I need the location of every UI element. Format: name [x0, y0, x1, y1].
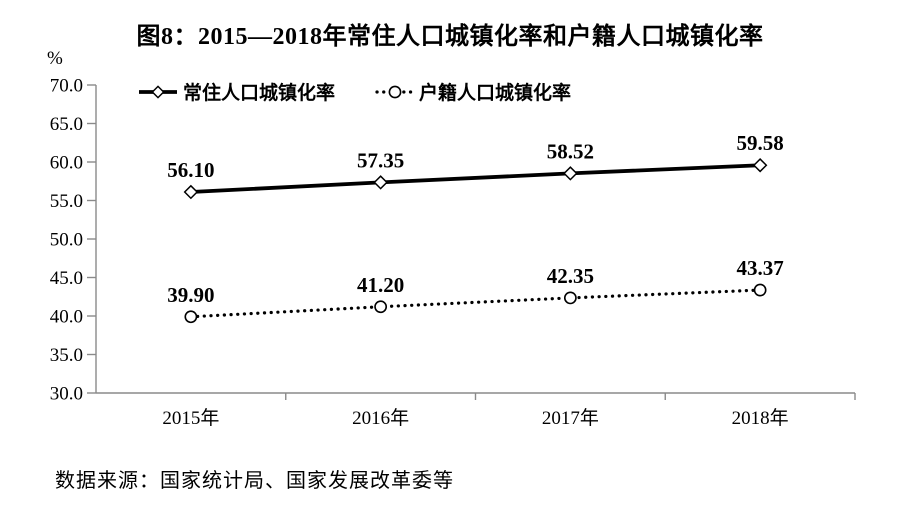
series-2-line	[189, 288, 762, 319]
y-tick-label: 45.0	[50, 268, 83, 289]
series-1-marker-diamond	[373, 175, 388, 190]
chart-title: 图8：2015—2018年常住人口城镇化率和户籍人口城镇化率	[136, 24, 764, 50]
series-1-marker-diamond	[183, 184, 199, 200]
y-tick-label: 65.0	[50, 114, 83, 135]
y-tick-label: 60.0	[50, 153, 83, 174]
urbanization-rate-line-chart: 30.0 35.0 40.0 45.0 50.0 55.0 60.0 65.0 70.0 2015…	[50, 76, 856, 429]
series-1-value-label: 57.35	[357, 148, 404, 172]
x-category-label: 2017年	[542, 407, 599, 429]
series-1-value-label: 56.10	[167, 158, 214, 182]
y-tick-label: 50.0	[50, 230, 83, 251]
series-1-marker-diamond	[752, 157, 768, 173]
legend-2-label: 户籍人口城镇化率	[419, 81, 571, 104]
series-2-value-label: 39.90	[167, 283, 214, 307]
legend-1-label: 常住人口城镇化率	[183, 81, 335, 104]
series-2-value-label: 41.20	[357, 273, 404, 297]
y-tick-label: 35.0	[50, 345, 83, 366]
series-2-marker-circle	[563, 291, 577, 305]
series-1-marker-diamond	[563, 166, 578, 181]
y-axis-unit-label: %	[47, 48, 63, 69]
series-1-line	[190, 163, 761, 194]
series-2-marker-circle	[374, 300, 388, 314]
series-2-value-label: 43.37	[737, 256, 784, 280]
series-2-value-label: 42.35	[547, 264, 594, 288]
y-tick-label: 30.0	[50, 384, 83, 405]
series-1-value-label: 58.52	[547, 139, 594, 163]
y-tick-label: 70.0	[50, 76, 83, 97]
x-category-label: 2016年	[352, 407, 409, 429]
x-category-label: 2015年	[162, 407, 219, 429]
y-tick-label: 55.0	[50, 191, 83, 212]
series-2-marker-circle	[184, 310, 198, 324]
source-note: 数据来源：国家统计局、国家发展改革委等	[55, 470, 454, 492]
series-2-marker-circle	[753, 283, 767, 297]
y-tick-label: 40.0	[50, 307, 83, 328]
legend-2-circle-icon	[388, 85, 402, 99]
x-category-label: 2018年	[732, 407, 789, 429]
legend-1-diamond-icon	[151, 85, 165, 99]
series-1-value-label: 59.58	[737, 131, 784, 155]
